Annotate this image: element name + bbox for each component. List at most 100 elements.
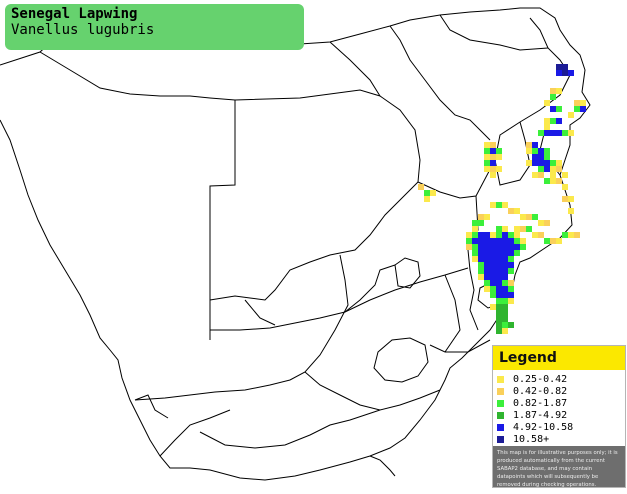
occurrence-grid	[418, 64, 586, 334]
grid-cell	[496, 226, 502, 232]
grid-cell	[520, 226, 526, 232]
grid-cell	[550, 88, 556, 94]
grid-cell	[484, 154, 490, 160]
grid-cell	[472, 232, 478, 238]
province-border	[159, 409, 231, 457]
grid-cell	[520, 244, 526, 250]
grid-cell	[496, 154, 502, 160]
grid-cell	[532, 232, 538, 238]
grid-cell	[484, 274, 490, 280]
grid-cell	[514, 244, 520, 250]
grid-cell	[562, 70, 568, 76]
grid-cell	[484, 232, 490, 238]
grid-cell	[490, 202, 496, 208]
legend-label: 1.87-4.92	[513, 409, 568, 421]
grid-cell	[478, 268, 484, 274]
grid-cell	[580, 100, 586, 106]
grid-cell	[544, 220, 550, 226]
grid-cell	[496, 328, 502, 334]
grid-cell	[538, 160, 544, 166]
grid-cell	[538, 172, 544, 178]
grid-cell	[520, 238, 526, 244]
grid-cell	[484, 280, 490, 286]
grid-cell	[538, 154, 544, 160]
grid-cell	[502, 286, 508, 292]
grid-cell	[568, 232, 574, 238]
grid-cell	[544, 166, 550, 172]
grid-cell	[508, 280, 514, 286]
grid-cell	[496, 256, 502, 262]
grid-cell	[502, 298, 508, 304]
grid-cell	[478, 256, 484, 262]
grid-cell	[550, 160, 556, 166]
grid-cell	[496, 238, 502, 244]
region-border	[494, 121, 531, 186]
grid-cell	[562, 130, 568, 136]
grid-cell	[418, 184, 424, 190]
grid-cell	[544, 100, 550, 106]
grid-cell	[568, 130, 574, 136]
grid-cell	[562, 172, 568, 178]
grid-cell	[508, 262, 514, 268]
grid-cell	[556, 64, 562, 70]
grid-cell	[484, 250, 490, 256]
grid-cell	[484, 262, 490, 268]
province-border	[244, 299, 276, 326]
region-border	[417, 17, 571, 199]
grid-cell	[556, 106, 562, 112]
legend-item: 0.42-0.82	[497, 385, 625, 397]
grid-cell	[484, 286, 490, 292]
grid-cell	[532, 142, 538, 148]
grid-cell	[502, 226, 508, 232]
grid-cell	[538, 148, 544, 154]
grid-cell	[550, 238, 556, 244]
grid-cell	[490, 292, 496, 298]
grid-cell	[484, 142, 490, 148]
grid-cell	[472, 256, 478, 262]
grid-cell	[556, 166, 562, 172]
grid-cell	[496, 250, 502, 256]
grid-cell	[556, 130, 562, 136]
grid-cell	[496, 310, 502, 316]
province-border	[134, 254, 349, 401]
grid-cell	[502, 256, 508, 262]
grid-cell	[502, 244, 508, 250]
lesotho-border	[373, 337, 429, 383]
grid-cell	[490, 160, 496, 166]
grid-cell	[502, 250, 508, 256]
grid-cell	[514, 232, 520, 238]
grid-cell	[490, 274, 496, 280]
grid-cell	[424, 190, 430, 196]
disclaimer-note: This map is for illustrative purposes on…	[493, 446, 625, 488]
grid-cell	[484, 256, 490, 262]
province-border	[445, 339, 491, 353]
grid-cell	[544, 160, 550, 166]
grid-cell	[424, 196, 430, 202]
grid-cell	[490, 262, 496, 268]
grid-cell	[538, 220, 544, 226]
grid-cell	[508, 268, 514, 274]
grid-cell	[556, 238, 562, 244]
grid-cell	[484, 244, 490, 250]
grid-cell	[550, 178, 556, 184]
grid-cell	[508, 292, 514, 298]
grid-cell	[544, 118, 550, 124]
grid-cell	[532, 172, 538, 178]
legend-item: 0.25-0.42	[497, 373, 625, 385]
grid-cell	[550, 106, 556, 112]
grid-cell	[490, 142, 496, 148]
province-border	[134, 394, 169, 419]
province-border	[344, 264, 396, 313]
province-border	[394, 257, 421, 289]
grid-cell	[526, 214, 532, 220]
species-common-name: Senegal Lapwing	[11, 6, 138, 22]
grid-cell	[490, 304, 496, 310]
grid-cell	[574, 232, 580, 238]
grid-cell	[502, 316, 508, 322]
grid-cell	[484, 160, 490, 166]
region-border	[234, 89, 421, 183]
grid-cell	[550, 166, 556, 172]
grid-cell	[496, 244, 502, 250]
region-border	[369, 455, 396, 477]
grid-cell	[490, 250, 496, 256]
